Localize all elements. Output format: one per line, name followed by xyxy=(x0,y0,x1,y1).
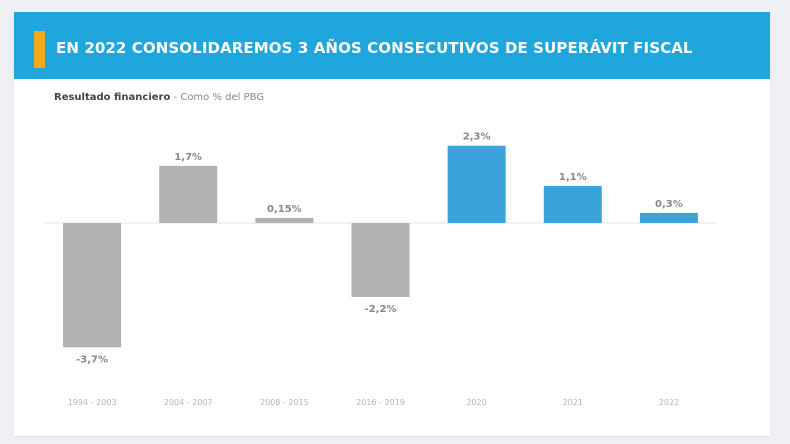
bar-6 xyxy=(639,212,698,223)
bar-1 xyxy=(159,165,218,223)
accent-bar xyxy=(34,31,45,68)
value-label: -2,2% xyxy=(365,304,397,315)
x-tick-label: 1994 - 2003 xyxy=(68,398,117,407)
x-tick-label: 2021 xyxy=(563,398,583,407)
chart-title: Resultado financiero xyxy=(54,92,171,103)
value-label: 1,1% xyxy=(559,172,587,183)
x-tick-label: 2008 - 2015 xyxy=(260,398,309,407)
bar-5 xyxy=(543,186,602,223)
bar-4 xyxy=(447,145,506,223)
x-tick-label: 2016 - 2019 xyxy=(356,398,405,407)
bar-0 xyxy=(63,223,122,348)
bar-2 xyxy=(255,217,314,223)
value-label: 1,7% xyxy=(174,152,202,163)
value-label: 0,3% xyxy=(655,199,683,210)
value-label: 2,3% xyxy=(463,132,491,143)
chart-unit: - Como % del PBG xyxy=(173,92,265,103)
chart-subtitle: Resultado financiero - Como % del PBG xyxy=(54,92,264,103)
title-banner: EN 2022 CONSOLIDAREMOS 3 AÑOS CONSECUTIV… xyxy=(14,12,770,79)
bar-3 xyxy=(351,223,410,297)
value-label: -3,7% xyxy=(76,354,108,365)
x-tick-label: 2022 xyxy=(659,398,679,407)
page-title: EN 2022 CONSOLIDAREMOS 3 AÑOS CONSECUTIV… xyxy=(56,39,693,57)
x-tick-label: 2004 - 2007 xyxy=(164,398,213,407)
value-label: 0,15% xyxy=(267,204,302,215)
x-tick-label: 2020 xyxy=(466,398,486,407)
chart-card: EN 2022 CONSOLIDAREMOS 3 AÑOS CONSECUTIV… xyxy=(14,12,770,436)
